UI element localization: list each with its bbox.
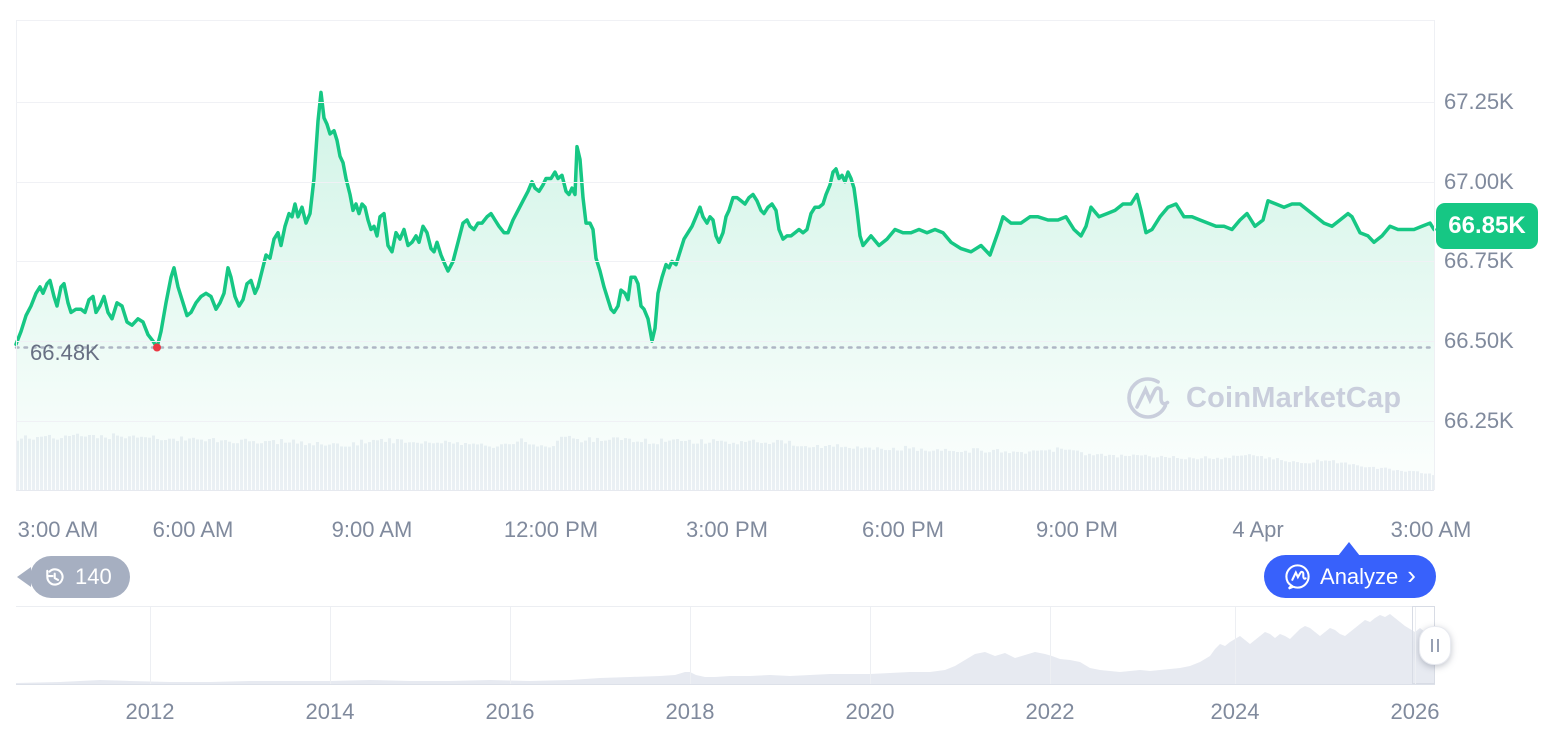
y-gridline — [16, 341, 1434, 342]
navigator-year-gridline — [1415, 607, 1416, 684]
navigator-year-gridline — [1050, 607, 1051, 684]
volume-baseline — [16, 490, 1434, 491]
plot-right-border — [1434, 20, 1435, 490]
navigator-year-label: 2012 — [125, 699, 175, 724]
y-gridline — [16, 182, 1434, 183]
navigator-year-gridline — [510, 607, 511, 684]
price-area-fill — [16, 92, 1434, 491]
navigator-range-handle[interactable] — [1419, 626, 1451, 665]
handle-grip-icon — [1431, 639, 1433, 652]
navigator-year-gridline — [330, 607, 331, 684]
history-count-pill[interactable]: 140 — [17, 556, 130, 598]
chevron-right-icon: › — [1407, 560, 1416, 590]
navigator-year-label: 2022 — [1025, 699, 1075, 724]
analyze-button-label: Analyze — [1320, 563, 1399, 589]
x-axis-label: 3:00 AM — [17, 517, 99, 542]
navigator-year-label: 2014 — [305, 699, 355, 724]
x-axis-label: 3:00 AM — [1390, 517, 1472, 542]
navigator-top-border — [16, 606, 1435, 607]
analyze-button[interactable]: Analyze › — [1264, 555, 1436, 598]
navigator-year-label: 2020 — [845, 699, 895, 724]
low-price-label: 66.48K — [30, 340, 100, 365]
x-axis-label: 4 Apr — [1232, 517, 1284, 542]
y-gridline — [16, 261, 1434, 262]
x-axis-label: 9:00 AM — [331, 517, 413, 542]
y-gridline — [16, 102, 1434, 103]
last-price-badge: 66.85K — [1436, 203, 1538, 249]
plot-top-border — [16, 20, 1434, 21]
navigator-year-label: 2018 — [665, 699, 715, 724]
handle-grip-icon — [1437, 639, 1439, 652]
price-line — [14, 90, 1436, 350]
navigator-year-gridline — [150, 607, 151, 684]
x-axis-label: 9:00 PM — [1036, 517, 1118, 542]
y-axis-label: 67.00K — [1444, 169, 1514, 194]
navigator-year-label: 2016 — [485, 699, 535, 724]
watermark-text: CoinMarketCap — [1186, 381, 1402, 414]
y-axis-label: 67.25K — [1444, 89, 1514, 114]
x-axis-label: 6:00 AM — [152, 517, 234, 542]
x-axis-label: 12:00 PM — [503, 517, 599, 542]
pill-left-arrow — [17, 567, 31, 587]
history-count-value: 140 — [75, 564, 112, 589]
x-axis-label: 6:00 PM — [862, 517, 944, 542]
last-price-value: 66.85K — [1448, 212, 1526, 239]
navigator-year-gridline — [690, 607, 691, 684]
history-clock-icon — [42, 565, 67, 590]
y-gridline — [16, 421, 1434, 422]
y-axis-label: 66.50K — [1444, 328, 1514, 353]
coinmarketcap-watermark: CoinMarketCap — [1124, 374, 1401, 422]
navigator-year-gridline — [870, 607, 871, 684]
navigator-area-fill[interactable] — [16, 614, 1434, 684]
navigator-year-label: 2024 — [1210, 699, 1260, 724]
coinmarketcap-chat-icon — [1284, 563, 1311, 590]
navigator-year-gridline — [1235, 607, 1236, 684]
navigator-baseline — [16, 684, 1435, 685]
low-price-marker-dot — [153, 343, 161, 352]
x-axis-label: 3:00 PM — [686, 517, 768, 542]
navigator-year-label: 2026 — [1390, 699, 1440, 724]
analyze-pointer-triangle — [1338, 542, 1360, 556]
y-axis-label: 66.25K — [1444, 408, 1514, 433]
plot-left-border — [16, 20, 17, 490]
coinmarketcap-logo-icon — [1124, 374, 1172, 422]
y-axis-label: 66.75K — [1444, 248, 1514, 273]
